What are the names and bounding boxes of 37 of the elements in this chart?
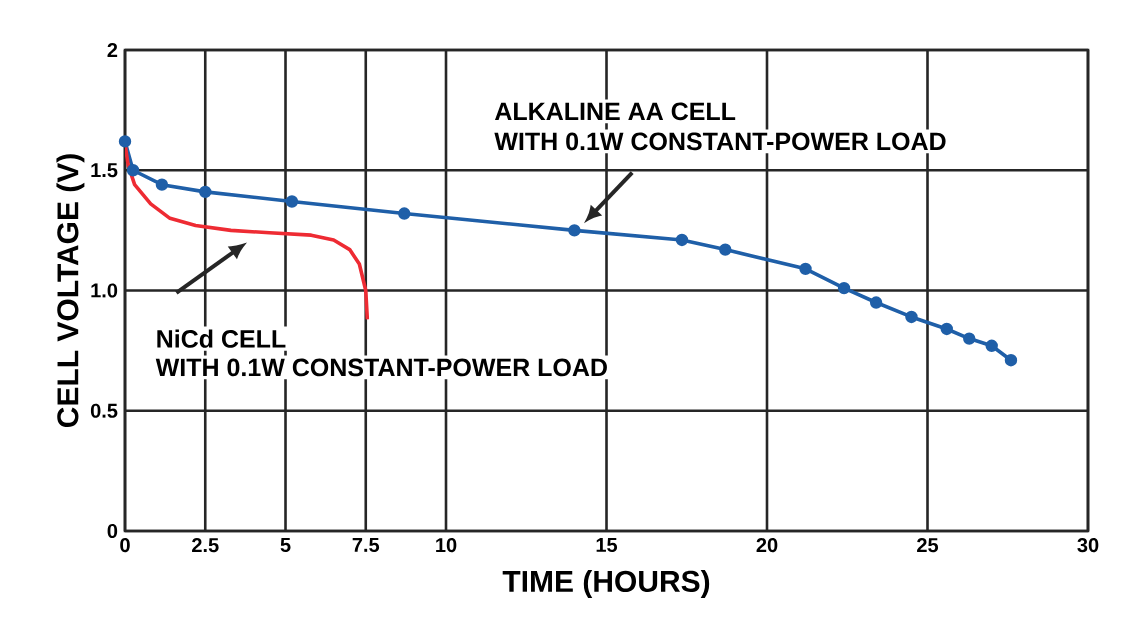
annotation: NiCd CELL [157, 329, 286, 348]
x-tick-label: 2.5 [192, 538, 219, 553]
point [568, 224, 581, 237]
point [675, 233, 689, 247]
y-tick-label: 1.0 [91, 283, 118, 298]
x-tick-label: 7.5 [352, 538, 380, 552]
x-tick-label: 30 [1077, 538, 1099, 553]
x-tick-label: 25 [917, 538, 939, 553]
x-tick-label: 15 [596, 538, 618, 552]
point [118, 135, 132, 148]
point [1004, 354, 1018, 367]
point [155, 178, 169, 191]
point [837, 281, 851, 295]
annotation: ALKALINE AA CELL [494, 102, 736, 121]
x-axis-title: TIME (HOURS) [502, 569, 710, 598]
y-tick-label: 2 [107, 43, 118, 57]
y-tick-label: 0 [107, 523, 118, 539]
x-tick-label: 0 [120, 538, 130, 553]
point [905, 310, 918, 324]
point [126, 164, 140, 177]
annotation: WITH 0.1W CONSTANT-POWER LOAD [494, 132, 946, 151]
point [940, 322, 953, 336]
x-tick-label: 10 [436, 538, 457, 553]
x-tick-label: 5 [280, 538, 291, 552]
point [398, 207, 411, 220]
point [719, 243, 732, 256]
point [963, 332, 976, 345]
point [799, 262, 812, 276]
x-tick-label: 20 [756, 538, 778, 553]
point [869, 296, 883, 309]
point [985, 339, 998, 352]
point [199, 185, 212, 199]
annotation: WITH 0.1W CONSTANT-POWER LOAD [155, 358, 607, 377]
y-tick-label: 1.5 [91, 163, 118, 178]
point [285, 195, 299, 208]
y-axis-title: CELL VOLTAGE (V) [56, 154, 85, 428]
y-tick-label: 0.5 [90, 403, 118, 418]
